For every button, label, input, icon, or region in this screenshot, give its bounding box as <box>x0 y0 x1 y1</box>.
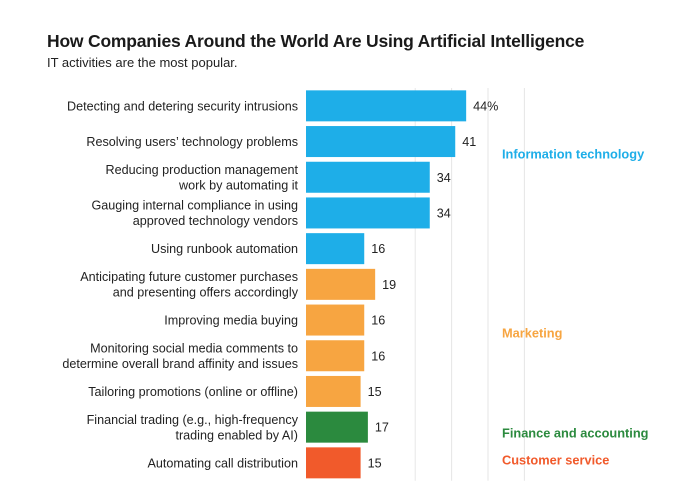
chart-subtitle: IT activities are the most popular. <box>47 55 238 70</box>
chart-title: How Companies Around the World Are Using… <box>47 31 585 51</box>
value-label: 17 <box>375 421 389 435</box>
category-label: Financial trading (e.g., high-frequency t… <box>87 413 299 443</box>
value-label: 15 <box>368 456 382 470</box>
category-label: Automating call distribution <box>147 456 298 470</box>
category-label: Anticipating future customer purchases an… <box>80 270 298 300</box>
category-label: Improving media buying <box>164 314 298 328</box>
bar <box>306 411 368 443</box>
group-label: Customer service <box>502 453 609 468</box>
value-label: 19 <box>382 278 396 292</box>
value-label: 16 <box>371 314 385 328</box>
value-label: 34 <box>437 206 451 220</box>
category-label: Reducing production management work by au… <box>105 163 298 193</box>
group-label: Finance and accounting <box>502 426 648 441</box>
value-label: 16 <box>371 242 385 256</box>
value-label: 34 <box>437 171 451 185</box>
value-label: 41 <box>462 135 476 149</box>
category-label: Monitoring social media comments to deter… <box>62 342 298 372</box>
value-label: 44% <box>473 99 498 113</box>
bar <box>306 233 365 265</box>
value-label: 15 <box>368 385 382 399</box>
bar <box>306 375 361 407</box>
category-label: Resolving users’ technology problems <box>86 135 298 149</box>
group-label: Information technology <box>502 147 645 162</box>
category-label: Using runbook automation <box>151 242 298 256</box>
bar <box>306 161 430 193</box>
category-label: Tailoring promotions (online or offline) <box>88 385 298 399</box>
category-label: Gauging internal compliance in using appr… <box>91 199 298 229</box>
bar <box>306 268 376 300</box>
bar <box>306 340 365 372</box>
bar <box>306 90 467 122</box>
bar <box>306 126 456 158</box>
category-label: Detecting and detering security intrusio… <box>67 99 298 113</box>
bar <box>306 197 430 229</box>
group-label: Marketing <box>502 326 562 341</box>
value-label: 16 <box>371 349 385 363</box>
bar <box>306 447 361 479</box>
bar <box>306 304 365 336</box>
